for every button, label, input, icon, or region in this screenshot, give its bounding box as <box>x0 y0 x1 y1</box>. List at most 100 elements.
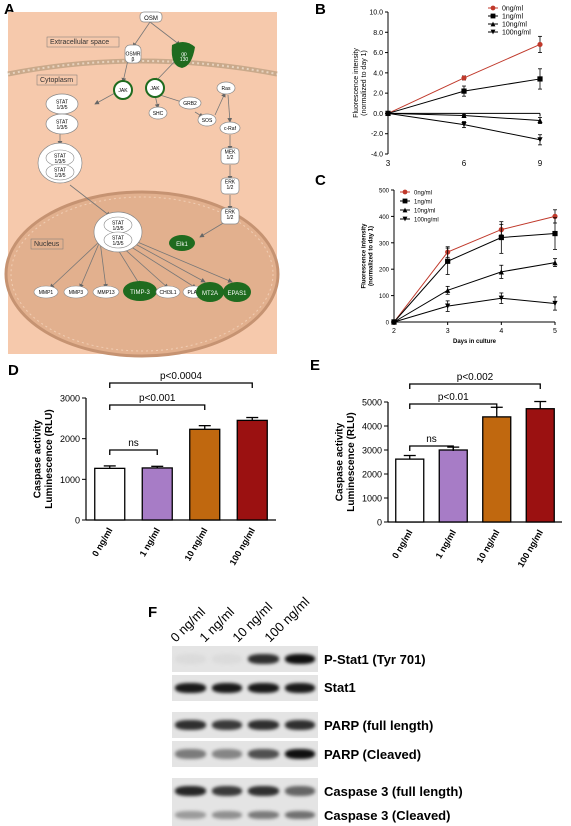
bar <box>482 416 512 523</box>
bar <box>525 408 555 523</box>
panel-letter-d: D <box>8 362 19 379</box>
blot-band <box>175 748 206 760</box>
node-osm: OSM <box>144 16 158 22</box>
blot-row-label: Caspase 3 (Cleaved) <box>324 808 451 823</box>
label-nucleus: Nucleus <box>34 241 60 248</box>
series-line <box>393 297 556 323</box>
node-chi3l1: CHI3L1 <box>160 290 177 296</box>
y-tick-label: 4000 <box>362 422 382 432</box>
node-ras: Ras <box>222 86 231 92</box>
x-tick-label: 100 ng/ml <box>516 528 545 569</box>
node-erk2: ERK 1/2 <box>225 209 236 221</box>
significance-label: ns <box>128 438 139 449</box>
x-tick-label: 10 ng/ml <box>475 528 502 565</box>
data-point <box>461 121 467 128</box>
bar <box>438 449 468 523</box>
x-tick-label: 0 ng/ml <box>90 526 114 558</box>
chart-c-line: 500 400 300 200 100 02 3 4 5 Days in culture Fluor… <box>362 189 558 345</box>
y-tick-label: 1000 <box>60 475 80 485</box>
bar <box>236 419 268 521</box>
node-gp130: gp 130 <box>180 51 189 63</box>
node-epas1: EPAS1 <box>228 291 248 297</box>
x-tick-label: 4 <box>499 328 503 335</box>
blot-row-label: Caspase 3 (full length) <box>324 784 463 799</box>
panel-letter-c: C <box>315 172 326 189</box>
legend-marker <box>490 29 496 35</box>
node-gp130-shape <box>171 41 195 68</box>
blot-band <box>175 810 206 820</box>
blot-band <box>248 810 279 820</box>
data-point <box>498 269 504 275</box>
legend-marker <box>490 5 496 11</box>
x-tick-label: 9 <box>538 159 543 168</box>
blot-band <box>211 810 242 820</box>
x-tick-label: 0 ng/ml <box>390 528 414 560</box>
data-point <box>445 303 451 309</box>
x-tick-label: 100 ng/ml <box>228 526 257 567</box>
y-tick-label: -4.0 <box>371 152 383 159</box>
panel-letter-e: E <box>310 357 321 374</box>
y-tick-label: 300 <box>379 241 390 247</box>
x-tick-label: 1 ng/ml <box>434 528 458 560</box>
y-tick-label: 0 <box>377 518 382 528</box>
y-tick-label: 400 <box>379 215 390 221</box>
data-point <box>552 300 558 307</box>
blot-band <box>211 719 242 731</box>
y-tick-label: 0 <box>75 516 80 526</box>
blot-row <box>172 675 318 701</box>
node-mmp1: MMP1 <box>39 290 54 296</box>
y-tick-label: 500 <box>379 189 390 195</box>
node-grb2: GRB2 <box>183 101 197 107</box>
series-line <box>393 215 556 323</box>
legend-label: 10ng/ml <box>502 22 527 29</box>
legend-label: 100ng/ml <box>502 30 531 37</box>
blot-band <box>248 719 279 731</box>
blot-band <box>211 653 242 665</box>
legend-label: 1ng/ml <box>414 200 432 206</box>
blot-row-label: Stat1 <box>324 680 356 695</box>
panel-letter-a: A <box>4 1 15 18</box>
blot-band <box>211 748 242 760</box>
node-osmr: OSMR β <box>126 51 141 63</box>
blot-band <box>248 682 279 694</box>
y-tick-label: 2.0 <box>373 91 383 98</box>
y-tick-label: 3000 <box>60 394 80 404</box>
x-axis-label: Days in culture <box>453 339 497 345</box>
y-axis-label: Fluorescence intensity(normalized to day… <box>362 223 375 289</box>
blot-band <box>211 785 242 797</box>
significance-label: p<0.002 <box>457 372 494 383</box>
node-mmp13: MMP13 <box>97 290 114 296</box>
data-point <box>461 88 467 94</box>
blot-band <box>284 810 315 820</box>
node-jak2: JAK <box>150 86 160 92</box>
blot-lane-label: 1 ng/ml <box>196 604 238 645</box>
node-mt2a: MT2A <box>202 291 218 297</box>
panel-letter-b: B <box>315 1 326 18</box>
legend-label: 100ng/ml <box>414 218 439 224</box>
data-point <box>391 319 397 325</box>
legend-label: 10ng/ml <box>414 209 435 215</box>
blot-band <box>175 719 206 731</box>
blot-row-label: P-Stat1 (Tyr 701) <box>324 652 426 667</box>
cell-membrane <box>7 58 278 77</box>
legend-label: 0ng/ml <box>502 6 523 13</box>
blot-row <box>172 778 318 804</box>
data-point <box>552 230 558 237</box>
y-tick-label: 0.0 <box>373 111 383 118</box>
x-tick-label: 3 <box>386 159 391 168</box>
bar <box>395 458 425 523</box>
node-erk1: ERK 1/2 <box>225 179 236 191</box>
pathway-background <box>8 12 277 354</box>
bar <box>189 428 221 521</box>
bar <box>94 467 126 521</box>
y-tick-label: 100 <box>379 294 390 300</box>
x-tick-label: 3 <box>446 328 450 335</box>
y-axis-label: Fluorescence intensity(normalized to day… <box>353 48 368 118</box>
blot-band <box>284 682 315 694</box>
node-stat-f: STAT 1/3/5 <box>112 235 124 247</box>
y-tick-label: 6.0 <box>373 50 383 57</box>
significance-label: p<0.01 <box>438 392 469 403</box>
blot-band <box>284 719 315 731</box>
data-point <box>385 110 391 117</box>
significance-bracket <box>409 403 498 409</box>
